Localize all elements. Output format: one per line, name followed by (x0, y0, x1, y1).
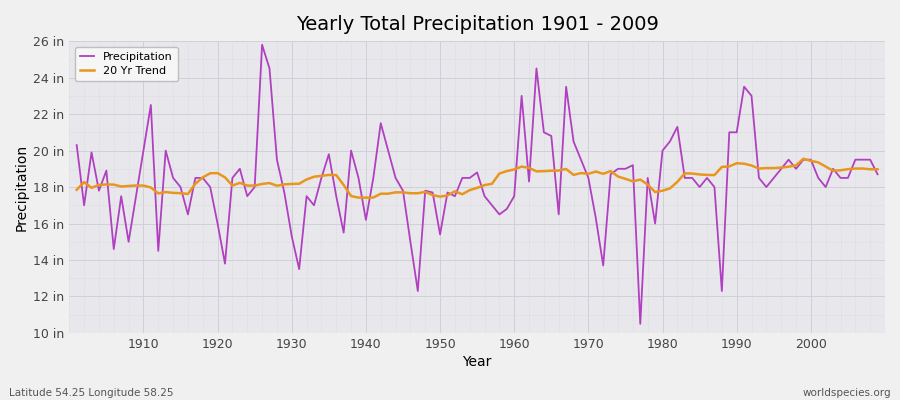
Title: Yearly Total Precipitation 1901 - 2009: Yearly Total Precipitation 1901 - 2009 (296, 15, 659, 34)
Legend: Precipitation, 20 Yr Trend: Precipitation, 20 Yr Trend (75, 47, 178, 81)
20 Yr Trend (130, 183, 141, 188)
Precipitation (872, 172, 883, 177)
Text: Latitude 54.25 Longitude 58.25: Latitude 54.25 Longitude 58.25 (9, 388, 174, 398)
20 Yr Trend (338, 182, 349, 187)
Precipitation (130, 194, 141, 198)
Precipitation (634, 322, 645, 326)
Line: 20 Yr Trend: 20 Yr Trend (76, 159, 878, 198)
Line: Precipitation: Precipitation (76, 45, 878, 324)
20 Yr Trend (872, 167, 883, 172)
X-axis label: Year: Year (463, 355, 491, 369)
Y-axis label: Precipitation: Precipitation (15, 144, 29, 231)
20 Yr Trend (353, 195, 364, 200)
20 Yr Trend (71, 187, 82, 192)
20 Yr Trend (293, 181, 304, 186)
20 Yr Trend (508, 167, 519, 172)
20 Yr Trend (517, 164, 527, 169)
Precipitation (346, 148, 356, 153)
Precipitation (605, 172, 616, 177)
Precipitation (256, 42, 267, 47)
20 Yr Trend (798, 156, 809, 161)
Precipitation (302, 194, 312, 198)
Text: worldspecies.org: worldspecies.org (803, 388, 891, 398)
Precipitation (517, 94, 527, 98)
Precipitation (508, 194, 519, 198)
20 Yr Trend (605, 169, 616, 174)
Precipitation (71, 143, 82, 148)
